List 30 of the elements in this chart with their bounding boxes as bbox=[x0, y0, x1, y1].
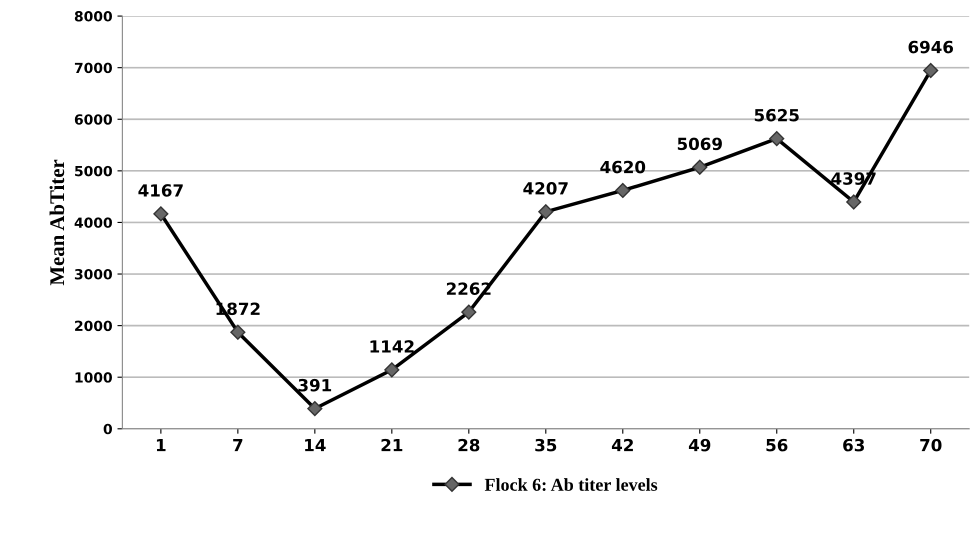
y-tick-label: 5000 bbox=[75, 166, 112, 176]
x-tick-label: 21 bbox=[382, 438, 402, 452]
data-label: 4167 bbox=[138, 184, 183, 197]
x-tick-label: 14 bbox=[305, 439, 326, 452]
x-tick-label: 56 bbox=[766, 438, 788, 452]
y-tick-label: 4000 bbox=[74, 217, 112, 228]
x-tick-label: 35 bbox=[535, 438, 556, 452]
x-tick-label: 49 bbox=[688, 438, 710, 452]
y-tick-label: 1000 bbox=[76, 372, 112, 383]
data-label: 5069 bbox=[678, 138, 722, 150]
x-tick-label: 70 bbox=[920, 438, 942, 452]
x-tick-label: 63 bbox=[843, 438, 864, 452]
x-tick-label: 42 bbox=[612, 438, 633, 452]
data-label: 391 bbox=[298, 378, 332, 392]
x-tick-label: 28 bbox=[458, 438, 480, 452]
data-label: 1142 bbox=[370, 340, 414, 353]
y-axis-title: Mean AbTiter bbox=[50, 160, 64, 286]
y-tick-label: 0 bbox=[104, 424, 112, 434]
x-tick-label: 1 bbox=[156, 439, 166, 452]
data-label: 4620 bbox=[600, 160, 646, 174]
x-tick-label: 7 bbox=[233, 439, 242, 452]
y-tick-label: 3000 bbox=[74, 269, 112, 280]
legend-label: Flock 6: Ab titer levels bbox=[484, 478, 658, 491]
y-tick-label: 6000 bbox=[74, 114, 112, 125]
y-tick-label: 8000 bbox=[74, 11, 112, 22]
y-tick-label: 7000 bbox=[74, 62, 112, 74]
data-label: 5625 bbox=[754, 108, 799, 122]
y-tick-label: 2000 bbox=[75, 320, 112, 332]
data-label: 4207 bbox=[523, 182, 568, 195]
data-label: 6946 bbox=[908, 40, 954, 54]
